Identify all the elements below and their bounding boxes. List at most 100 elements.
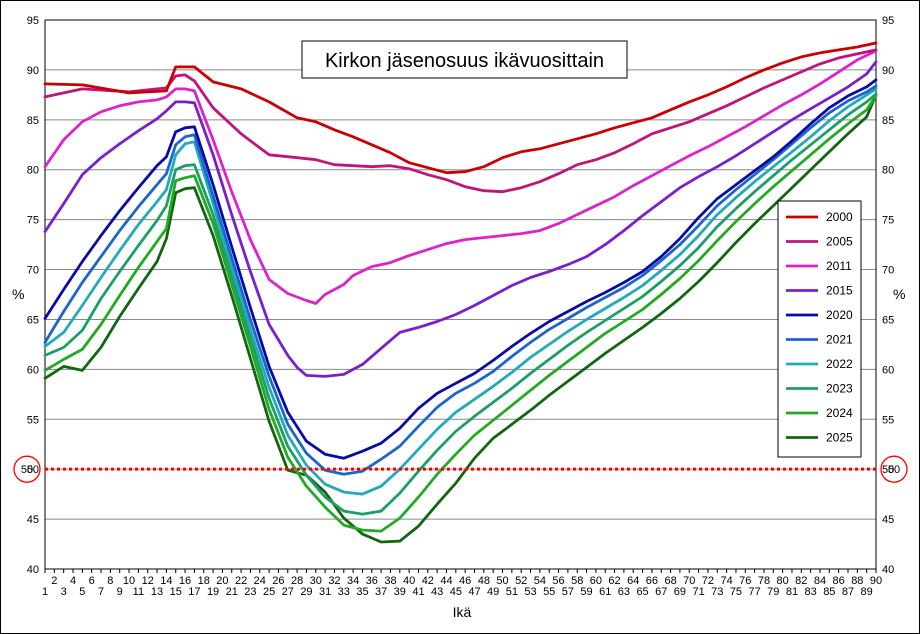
- x-tick-label: 59: [580, 586, 592, 598]
- x-tick-label: 45: [450, 586, 462, 598]
- x-tick-label: 60: [590, 575, 602, 587]
- x-tick-label: 13: [151, 586, 163, 598]
- legend-label-2023: 2023: [826, 382, 853, 396]
- y-tick-label-left: 90: [27, 65, 39, 77]
- x-axis-label: Ikä: [453, 604, 472, 620]
- y-tick-label-right: 60: [882, 364, 894, 376]
- x-tick-label: 68: [664, 575, 676, 587]
- x-tick-label: 3: [61, 586, 67, 598]
- y-tick-label-left: 70: [27, 265, 39, 277]
- legend-label-2025: 2025: [826, 431, 853, 445]
- y-tick-label-left: 40: [27, 564, 39, 576]
- series-line-2020: [43, 78, 878, 460]
- x-tick-label: 46: [459, 575, 471, 587]
- reference-label-right: 50: [888, 464, 900, 476]
- x-tick-label: 39: [394, 586, 406, 598]
- y-tick-label-right: 75: [882, 215, 894, 227]
- x-tick-label: 25: [263, 586, 275, 598]
- x-tick-label: 12: [142, 575, 154, 587]
- series-lines: [43, 41, 878, 544]
- x-tick-label: 67: [655, 586, 667, 598]
- x-tick-label: 83: [805, 586, 817, 598]
- x-tick-label: 54: [534, 575, 546, 587]
- x-tick-label: 77: [748, 586, 760, 598]
- x-tick-label: 64: [627, 575, 639, 587]
- x-tick-label: 33: [338, 586, 350, 598]
- x-tick-label: 62: [608, 575, 620, 587]
- x-tick-label: 28: [291, 575, 303, 587]
- x-tick-label: 79: [767, 586, 779, 598]
- series-line-2011: [43, 49, 878, 305]
- x-tick-label: 19: [207, 586, 219, 598]
- x-axis-ticks: 1234567891011121314151617181920212223242…: [42, 569, 882, 598]
- x-tick-label: 31: [319, 586, 331, 598]
- y-tick-label-right: 90: [882, 65, 894, 77]
- x-tick-label: 74: [720, 575, 732, 587]
- x-tick-label: 14: [160, 575, 172, 587]
- x-tick-label: 80: [777, 575, 789, 587]
- y-tick-label-left: 60: [27, 364, 39, 376]
- x-tick-label: 32: [328, 575, 340, 587]
- y-tick-label-left: 55: [27, 414, 39, 426]
- x-tick-label: 61: [599, 586, 611, 598]
- x-tick-label: 51: [506, 586, 518, 598]
- plot-area-border: [44, 19, 877, 570]
- x-tick-label: 87: [842, 586, 854, 598]
- x-tick-label: 40: [403, 575, 415, 587]
- x-tick-label: 86: [833, 575, 845, 587]
- legend-label-2022: 2022: [826, 357, 853, 371]
- x-tick-label: 16: [179, 575, 191, 587]
- x-tick-label: 56: [552, 575, 564, 587]
- x-tick-label: 75: [730, 586, 742, 598]
- series-line-2022: [43, 87, 878, 496]
- x-tick-label: 22: [235, 575, 247, 587]
- x-tick-label: 10: [123, 575, 135, 587]
- x-tick-label: 24: [254, 575, 266, 587]
- x-tick-label: 1: [42, 586, 48, 598]
- x-tick-label: 66: [646, 575, 658, 587]
- x-tick-label: 11: [133, 586, 144, 598]
- y-axis-label-right: %: [893, 286, 905, 302]
- x-tick-label: 17: [188, 586, 200, 598]
- x-tick-label: 49: [487, 586, 499, 598]
- y-tick-label-right: 40: [882, 564, 894, 576]
- x-tick-label: 55: [543, 586, 555, 598]
- x-tick-label: 50: [496, 575, 508, 587]
- x-tick-label: 70: [683, 575, 695, 587]
- series-line-2000: [43, 41, 878, 175]
- x-tick-label: 71: [692, 586, 704, 598]
- x-tick-label: 42: [422, 575, 434, 587]
- legend-label-2005: 2005: [826, 235, 853, 249]
- legend-label-2011: 2011: [826, 259, 852, 273]
- x-tick-label: 90: [870, 575, 882, 587]
- y-tick-label-right: 95: [882, 15, 894, 27]
- reference-line-labels: 50 50: [13, 455, 908, 483]
- legend-label-2021: 2021: [826, 333, 853, 347]
- x-tick-label: 58: [571, 575, 583, 587]
- x-tick-label: 38: [384, 575, 396, 587]
- y-tick-label-left: 95: [27, 15, 39, 27]
- y-tick-label-left: 75: [27, 215, 39, 227]
- y-tick-label-left: 80: [27, 165, 39, 177]
- chart-title: Kirkon jäsenosuus ikävuosittain: [325, 50, 604, 72]
- x-tick-label: 36: [366, 575, 378, 587]
- legend-label-2015: 2015: [826, 284, 853, 298]
- x-tick-label: 20: [216, 575, 228, 587]
- y-tick-label-right: 85: [882, 115, 894, 127]
- y-axis-right-ticks: 40 45 50 55 60 65 70 75 80 85 90 95: [882, 15, 894, 576]
- x-tick-label: 5: [79, 586, 85, 598]
- x-tick-label: 78: [758, 575, 770, 587]
- reference-circle-right: [880, 455, 908, 483]
- chart-title-box: Kirkon jäsenosuus ikävuosittain: [301, 40, 628, 79]
- x-tick-label: 30: [310, 575, 322, 587]
- x-tick-label: 23: [244, 586, 256, 598]
- legend-label-2024: 2024: [826, 406, 853, 420]
- series-line-2025: [43, 93, 878, 544]
- x-tick-label: 37: [375, 586, 387, 598]
- y-axis-label-left: %: [12, 286, 24, 302]
- x-tick-label: 82: [795, 575, 807, 587]
- x-tick-label: 76: [739, 575, 751, 587]
- y-tick-label-right: 50: [882, 464, 894, 476]
- x-tick-label: 57: [562, 586, 574, 598]
